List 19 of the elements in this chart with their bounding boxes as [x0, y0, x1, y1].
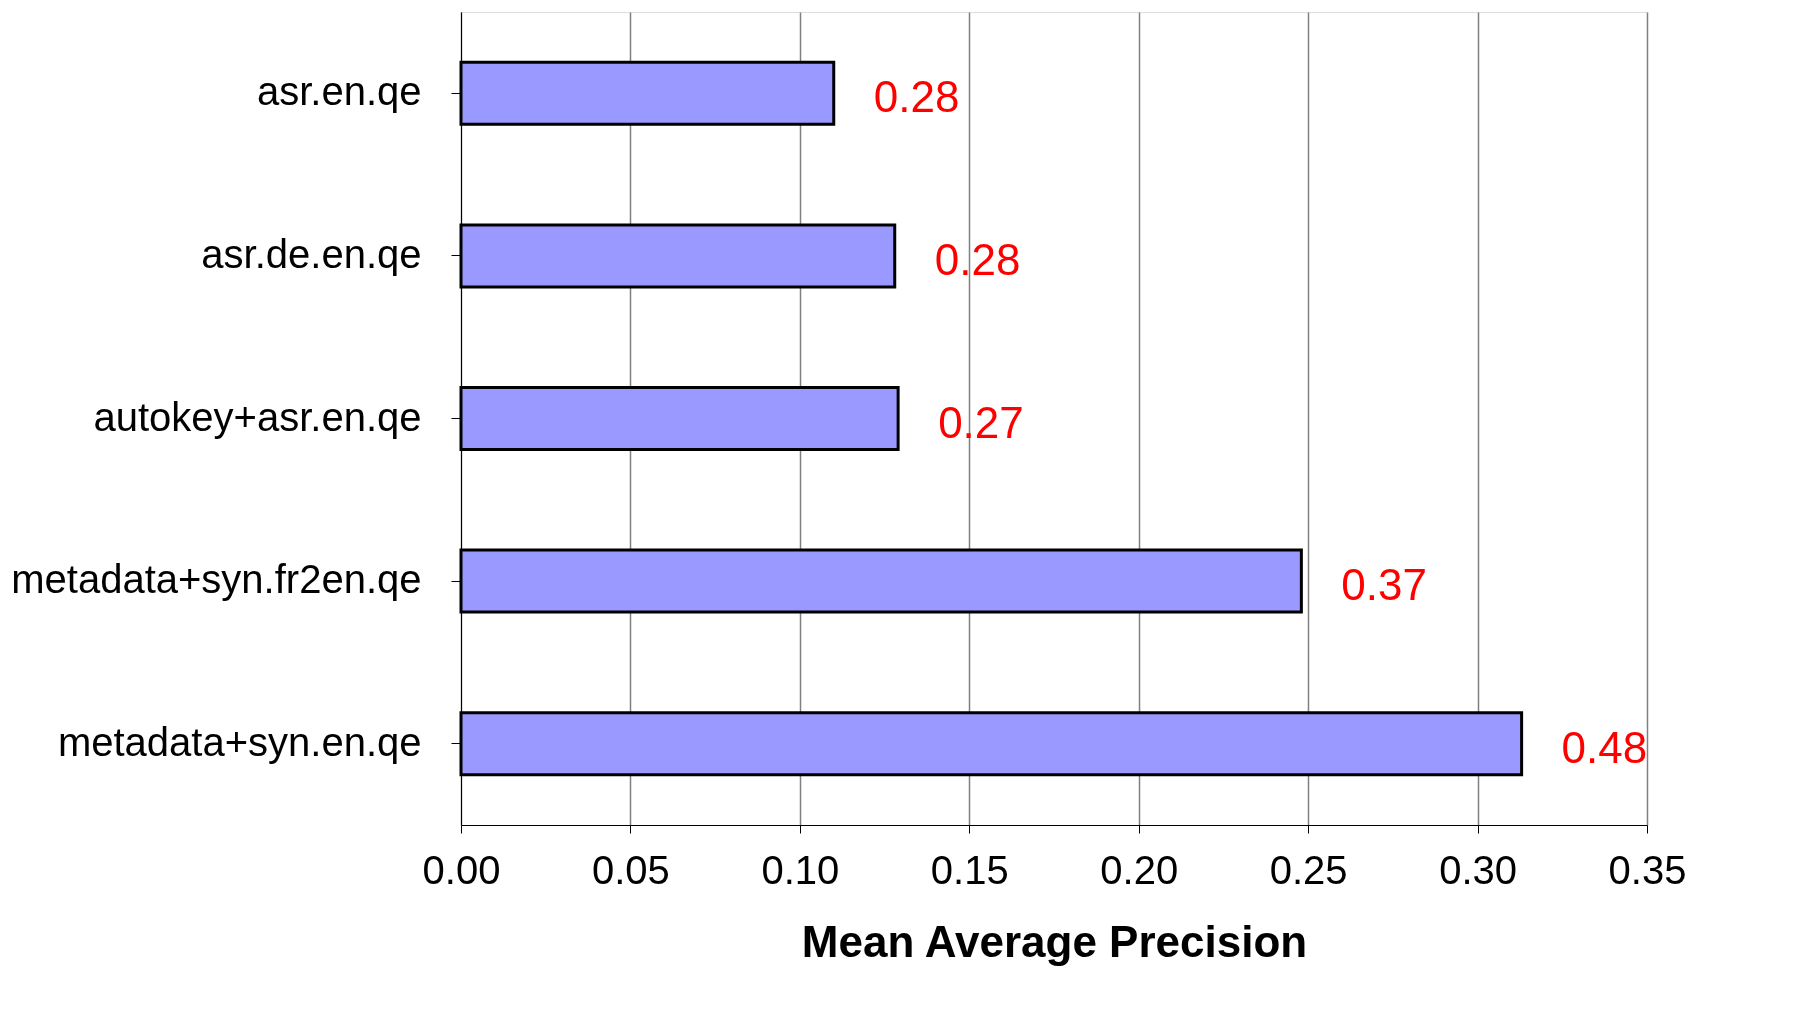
y-tick-label: autokey+asr.en.qe	[93, 394, 422, 439]
annotation: 0.37	[1341, 560, 1428, 610]
x-axis-title: Mean Average Precision	[801, 916, 1308, 966]
y-tick-label: metadata+syn.fr2en.qe	[11, 557, 422, 602]
x-tick-label: 0.15	[930, 847, 1009, 892]
x-tick-label: 0.30	[1439, 847, 1517, 892]
y-tick-label: asr.en.qe	[256, 69, 422, 114]
x-tick-label: 0.25	[1269, 847, 1348, 892]
x-tick-label: 0.00	[422, 847, 501, 892]
x-tick-label: 0.20	[1100, 847, 1179, 892]
x-tick-label: 0.10	[761, 847, 840, 892]
annotation: 0.28	[934, 234, 1021, 284]
y-tick-label: asr.de.en.qe	[201, 231, 422, 276]
annotation: 0.27	[938, 397, 1024, 447]
annotation: 0.48	[1561, 722, 1648, 772]
annotation: 0.28	[873, 72, 960, 122]
x-tick-label: 0.05	[592, 847, 670, 892]
y-tick-label: metadata+syn.en.qe	[57, 719, 422, 764]
x-tick-label: 0.35	[1608, 847, 1687, 892]
